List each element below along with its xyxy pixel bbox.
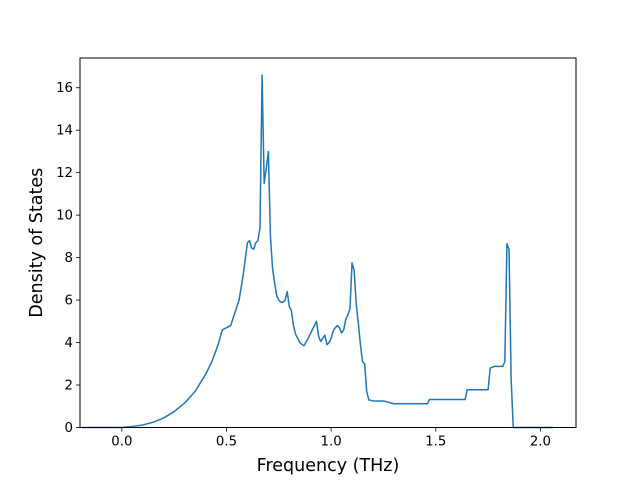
y-tick-label: 4 bbox=[65, 336, 73, 351]
y-tick-label: 2 bbox=[65, 379, 73, 394]
y-tick-label: 16 bbox=[56, 81, 73, 96]
x-tick-label: 0.0 bbox=[111, 435, 132, 450]
y-tick-label: 0 bbox=[65, 421, 73, 436]
plot-frame bbox=[79, 57, 577, 428]
x-tick-label: 2.0 bbox=[530, 435, 551, 450]
dos-series-line-0 bbox=[82, 74, 553, 429]
x-tick-label: 1.5 bbox=[425, 435, 446, 450]
y-axis-ticks: 0 2 4 6 8 10 12 14 16 bbox=[56, 81, 80, 436]
x-tick-label: 0.5 bbox=[216, 435, 237, 450]
y-tick-label: 14 bbox=[56, 124, 73, 139]
x-axis-ticks: 0.0 0.5 1.0 1.5 2.0 bbox=[111, 427, 551, 450]
y-tick-label: 6 bbox=[65, 294, 73, 309]
y-tick-label: 10 bbox=[56, 209, 73, 224]
x-tick-label: 1.0 bbox=[321, 435, 342, 450]
y-tick-label: 8 bbox=[65, 251, 73, 266]
y-tick-label: 12 bbox=[56, 166, 73, 181]
y-axis-label: Density of States bbox=[27, 168, 47, 318]
x-axis-label: Frequency (THz) bbox=[257, 456, 400, 476]
plot-area bbox=[82, 74, 553, 429]
